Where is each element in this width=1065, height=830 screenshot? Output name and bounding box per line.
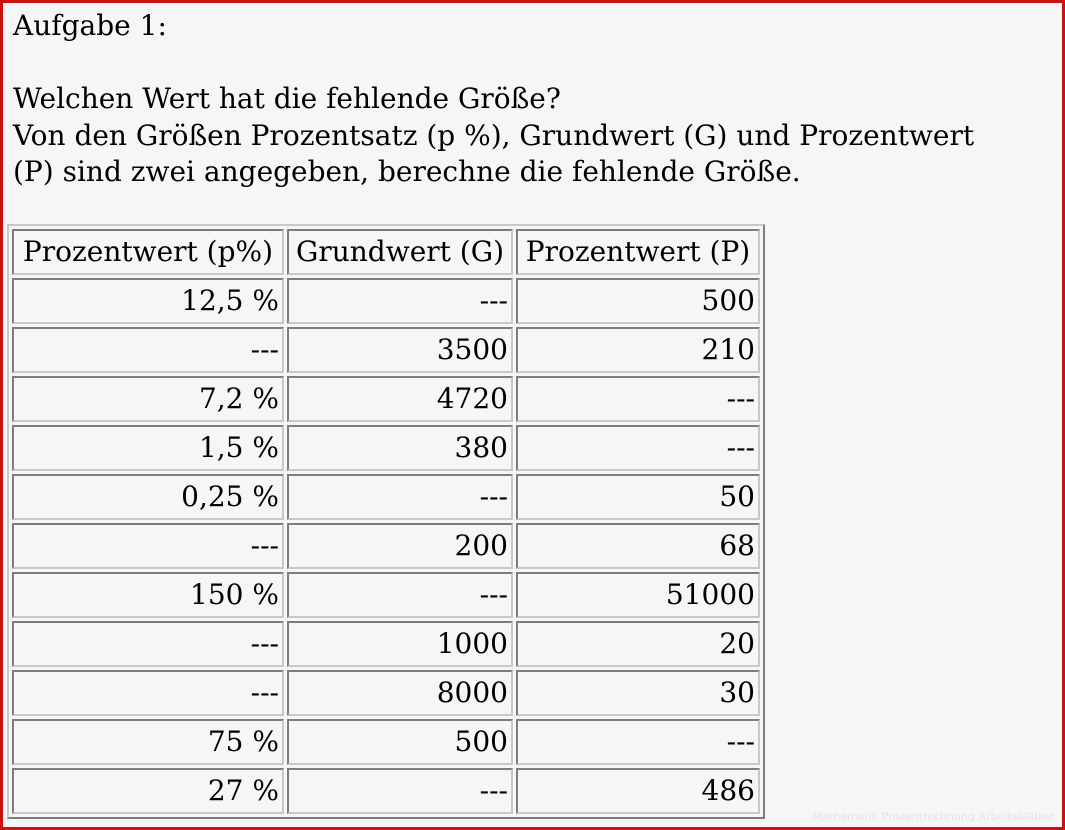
table-cell: --- — [287, 278, 513, 324]
table-cell: 486 — [516, 768, 760, 814]
table-row: 150 % --- 51000 — [12, 572, 760, 618]
table-row: 12,5 % --- 500 — [12, 278, 760, 324]
table-cell: --- — [12, 327, 284, 373]
table-row: 75 % 500 --- — [12, 719, 760, 765]
table-cell: 30 — [516, 670, 760, 716]
table-cell: --- — [12, 670, 284, 716]
exercise-title: Aufgabe 1: — [13, 9, 167, 42]
table-row: 1,5 % 380 --- — [12, 425, 760, 471]
table-cell: 3500 — [287, 327, 513, 373]
table-cell: --- — [287, 474, 513, 520]
table-cell: --- — [516, 719, 760, 765]
table-cell: 380 — [287, 425, 513, 471]
table-cell: 68 — [516, 523, 760, 569]
table-row: 0,25 % --- 50 — [12, 474, 760, 520]
header-cell-base-value: Grundwert (G) — [287, 229, 513, 275]
table-cell: --- — [516, 425, 760, 471]
table-cell: --- — [516, 376, 760, 422]
table-cell: --- — [12, 621, 284, 667]
table-cell: 27 % — [12, 768, 284, 814]
exercise-question: Welchen Wert hat die fehlende Größe? — [13, 82, 561, 115]
table-cell: --- — [287, 768, 513, 814]
table-cell: --- — [287, 572, 513, 618]
table-row: --- 1000 20 — [12, 621, 760, 667]
table-cell: --- — [12, 523, 284, 569]
table-cell: 500 — [516, 278, 760, 324]
table-cell: 0,25 % — [12, 474, 284, 520]
table-cell: 150 % — [12, 572, 284, 618]
exercise-content: Aufgabe 1: Welchen Wert hat die fehlende… — [13, 8, 1062, 191]
table-row: --- 8000 30 — [12, 670, 760, 716]
table-cell: 50 — [516, 474, 760, 520]
table-row: --- 3500 210 — [12, 327, 760, 373]
table-body: 12,5 % --- 500 --- 3500 210 7,2 % 4720 -… — [12, 278, 760, 814]
table-cell: 75 % — [12, 719, 284, 765]
table-cell: 8000 — [287, 670, 513, 716]
table-row: --- 200 68 — [12, 523, 760, 569]
table-cell: 1,5 % — [12, 425, 284, 471]
table-cell: 51000 — [516, 572, 760, 618]
table-header-row: Prozentwert (p%) Grundwert (G) Prozentwe… — [12, 229, 760, 275]
percent-table: Prozentwert (p%) Grundwert (G) Prozentwe… — [7, 224, 765, 819]
header-cell-percent-rate: Prozentwert (p%) — [12, 229, 284, 275]
table-row: 27 % --- 486 — [12, 768, 760, 814]
exercise-instruction-line-2: (P) sind zwei angegeben, berechne die fe… — [13, 155, 801, 188]
table-cell: 20 — [516, 621, 760, 667]
table-cell: 12,5 % — [12, 278, 284, 324]
table-cell: 500 — [287, 719, 513, 765]
spacer — [13, 45, 1062, 82]
table-row: 7,2 % 4720 --- — [12, 376, 760, 422]
header-cell-percent-value: Prozentwert (P) — [516, 229, 760, 275]
table-cell: 1000 — [287, 621, 513, 667]
table-cell: 200 — [287, 523, 513, 569]
table-cell: 210 — [516, 327, 760, 373]
exercise-instruction-line-1: Von den Größen Prozentsatz (p %), Grundw… — [13, 118, 975, 152]
watermark-text: Mathematik Prozentrechnung Arbeitsblätte… — [812, 810, 1054, 823]
table-cell: 7,2 % — [12, 376, 284, 422]
table-cell: 4720 — [287, 376, 513, 422]
